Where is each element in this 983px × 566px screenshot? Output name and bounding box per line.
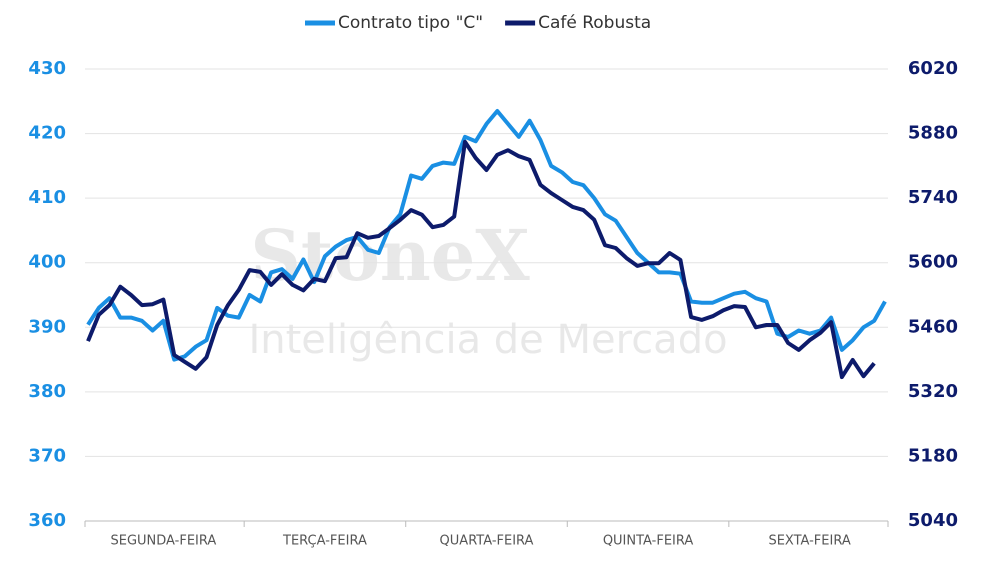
legend-label: Contrato tipo "C" (338, 13, 483, 33)
y-tick-label: 380 (28, 381, 66, 402)
y-tick-label: 430 (28, 58, 66, 79)
x-tick-label: TERÇA-FEIRA (282, 534, 367, 549)
x-tick-label: QUINTA-FEIRA (603, 534, 694, 549)
series-line (86, 139, 876, 380)
y2-tick-label: 5040 (908, 510, 958, 531)
legend-label: Café Robusta (538, 13, 651, 33)
y2-tick-label: 5740 (908, 187, 958, 208)
y2-tick-label: 5320 (908, 381, 958, 402)
x-tick-label: SEGUNDA-FEIRA (110, 534, 216, 549)
y-tick-label: 370 (28, 445, 66, 466)
y2-tick-label: 5460 (908, 316, 958, 337)
legend: Contrato tipo "C" Café Robusta (305, 13, 651, 33)
y2-tick-label: 5600 (908, 252, 958, 273)
y2-tick-label: 5180 (908, 445, 958, 466)
y2-tick-label: 5880 (908, 123, 958, 144)
x-tick-label: QUARTA-FEIRA (440, 534, 534, 549)
y-tick-label: 400 (28, 252, 66, 273)
watermark: StoneX Inteligência de Mercado (248, 214, 727, 363)
y-tick-label: 410 (28, 187, 66, 208)
x-tick-label: SEXTA-FEIRA (768, 534, 850, 549)
series-line (86, 109, 887, 362)
y-tick-label: 420 (28, 123, 66, 144)
y2-tick-label: 6020 (908, 58, 958, 79)
y-tick-label: 360 (28, 510, 66, 531)
y-tick-label: 390 (28, 316, 66, 337)
watermark-tagline: Inteligência de Mercado (248, 317, 727, 363)
